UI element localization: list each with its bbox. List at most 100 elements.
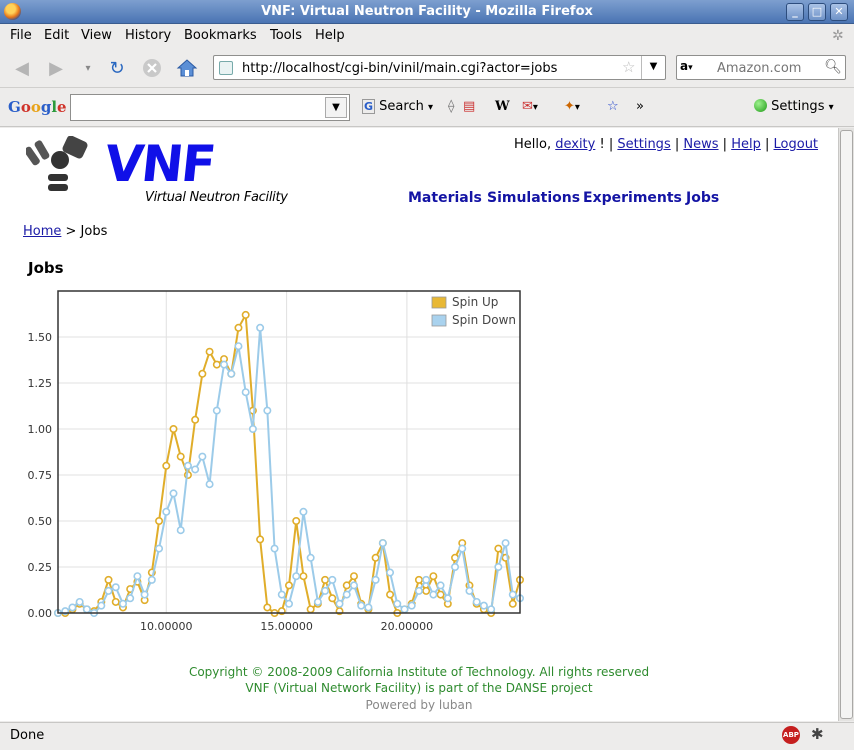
- point-spin-up: [169, 425, 178, 434]
- point-spin-down: [335, 599, 344, 608]
- point-spin-up: [299, 572, 308, 581]
- toolbar-settings-button[interactable]: Settings ▾: [754, 99, 834, 114]
- google-logo[interactable]: Google: [8, 98, 67, 116]
- point-spin-down: [68, 603, 77, 612]
- menu-bookmarks[interactable]: Bookmarks: [184, 28, 257, 43]
- point-spin-down: [227, 369, 236, 378]
- point-spin-down: [501, 539, 510, 548]
- settings-link[interactable]: Settings: [617, 137, 671, 152]
- point-spin-down: [429, 590, 438, 599]
- point-spin-down: [508, 590, 517, 599]
- point-spin-down: [126, 594, 135, 603]
- y-tick-label: 1.50: [28, 331, 53, 344]
- point-spin-down: [472, 597, 481, 606]
- point-spin-up: [371, 553, 380, 562]
- adblock-icon[interactable]: ABP: [782, 726, 800, 744]
- point-spin-down: [277, 590, 286, 599]
- point-spin-down: [198, 452, 207, 461]
- close-button[interactable]: ✕: [830, 3, 848, 21]
- history-dropdown-icon[interactable]: ▾: [85, 62, 91, 74]
- point-spin-down: [378, 539, 387, 548]
- point-spin-up: [508, 599, 517, 608]
- point-spin-down: [248, 425, 257, 434]
- link-separator: |: [608, 137, 614, 152]
- scrollbar-thumb[interactable]: [840, 130, 853, 719]
- point-spin-down: [176, 526, 185, 535]
- y-tick-label: 0.75: [28, 469, 53, 482]
- home-icon[interactable]: [175, 57, 199, 79]
- wikipedia-icon[interactable]: W: [495, 99, 510, 114]
- nav-materials[interactable]: Materials: [408, 190, 482, 206]
- point-spin-up: [263, 603, 272, 612]
- link-separator: |: [722, 137, 728, 152]
- menu-history[interactable]: History: [125, 28, 172, 43]
- google-search-box[interactable]: ▼: [70, 94, 350, 121]
- point-spin-up: [104, 575, 113, 584]
- x-tick-label: 10.00000: [140, 620, 193, 633]
- url-input[interactable]: [242, 59, 622, 77]
- point-spin-down: [270, 544, 279, 553]
- point-spin-down: [212, 406, 221, 415]
- point-spin-down: [169, 489, 178, 498]
- nav-experiments[interactable]: Experiments: [583, 190, 682, 206]
- point-spin-up: [342, 581, 351, 590]
- point-spin-down: [97, 601, 106, 610]
- magnifier-icon[interactable]: 🔍︎: [824, 59, 842, 75]
- logout-link[interactable]: Logout: [773, 137, 819, 152]
- toolbar-more-button[interactable]: »: [636, 99, 644, 114]
- gmail-icon[interactable]: ✉▾: [522, 99, 538, 114]
- star-bookmark-icon[interactable]: ☆: [607, 99, 619, 114]
- amazon-engine-icon[interactable]: a▾: [680, 59, 693, 73]
- point-spin-down: [451, 562, 460, 571]
- legend-swatch: [431, 296, 447, 309]
- breadcrumb-home[interactable]: Home: [23, 224, 62, 239]
- minimize-button[interactable]: _: [786, 3, 804, 21]
- point-spin-up: [212, 360, 221, 369]
- legend-swatch: [431, 314, 447, 327]
- point-spin-up: [234, 323, 243, 332]
- user-links: Hello, dexity ! | Settings | News | Help…: [514, 137, 818, 152]
- breadcrumb-current: > Jobs: [65, 224, 108, 239]
- google-search-button[interactable]: G Search ▾: [362, 99, 434, 114]
- news-link[interactable]: News: [683, 137, 719, 152]
- toolbar-separator-icon: ⟠: [448, 99, 455, 114]
- search-bar[interactable]: a▾ 🔍︎: [676, 55, 846, 80]
- gadget-icon[interactable]: ✦▾: [564, 99, 580, 114]
- menu-help[interactable]: Help: [315, 28, 345, 43]
- window-title: VNF: Virtual Neutron Facility - Mozilla …: [261, 4, 593, 19]
- point-spin-down: [155, 544, 164, 553]
- point-spin-down: [371, 575, 380, 584]
- point-spin-down: [414, 586, 423, 595]
- google-dropdown-icon[interactable]: ▼: [325, 97, 347, 118]
- point-spin-up: [494, 544, 503, 553]
- point-spin-down: [349, 581, 358, 590]
- user-name-link[interactable]: dexity: [555, 137, 596, 152]
- menu-view[interactable]: View: [81, 28, 112, 43]
- vertical-scrollbar[interactable]: [838, 128, 854, 721]
- reload-icon[interactable]: ↻: [109, 57, 125, 79]
- forward-icon[interactable]: ▶: [49, 57, 63, 79]
- point-spin-down: [328, 575, 337, 584]
- point-spin-down: [147, 575, 156, 584]
- url-bar[interactable]: ☆ ▼: [213, 55, 666, 80]
- nav-simulations[interactable]: Simulations: [487, 190, 581, 206]
- legend-label: Spin Down: [452, 313, 516, 327]
- bookmark-star-icon[interactable]: ☆: [622, 58, 636, 76]
- firebug-icon[interactable]: ✱: [811, 725, 824, 743]
- search-input[interactable]: [717, 59, 822, 77]
- point-spin-up: [429, 572, 438, 581]
- point-spin-down: [292, 572, 301, 581]
- menu-file[interactable]: File: [10, 28, 32, 43]
- menu-tools[interactable]: Tools: [270, 28, 303, 43]
- greeting-text: Hello,: [514, 137, 552, 152]
- help-link[interactable]: Help: [731, 137, 761, 152]
- url-dropdown-icon[interactable]: ▼: [641, 56, 665, 79]
- maximize-button[interactable]: □: [808, 3, 826, 21]
- point-spin-up: [386, 590, 395, 599]
- bookmarks-icon[interactable]: ▤: [463, 99, 476, 114]
- nav-jobs[interactable]: Jobs: [686, 190, 720, 206]
- back-icon[interactable]: ◀: [15, 57, 29, 79]
- menu-edit[interactable]: Edit: [44, 28, 70, 43]
- stop-icon[interactable]: [140, 57, 164, 79]
- point-spin-up: [155, 517, 164, 526]
